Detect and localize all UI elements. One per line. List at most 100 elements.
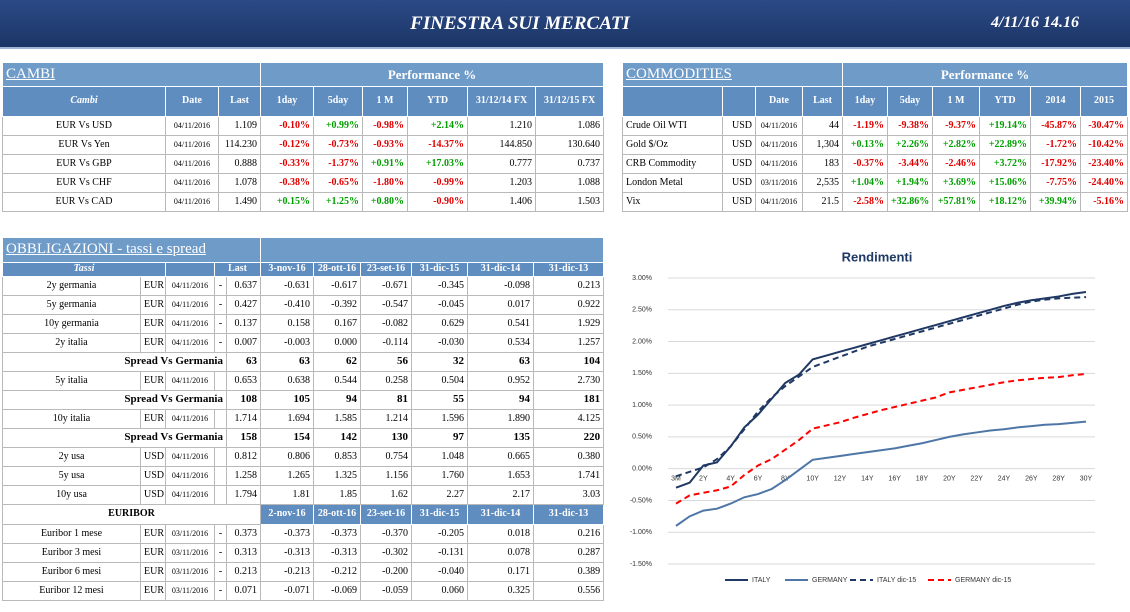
cell: London Metal (622, 173, 723, 193)
x-tick-label: 2Y (699, 476, 708, 483)
cell: 0.007 (226, 333, 261, 353)
cell: -0.631 (260, 276, 314, 296)
cell: EUR (140, 562, 166, 582)
table-row: Spread Vs Germania 63 63 62 56 32 63 104 (2, 352, 605, 372)
cell: 04/11/2016 (165, 295, 215, 315)
column-header: 1 M (932, 86, 981, 117)
cell: 04/11/2016 (165, 154, 219, 174)
blank-header (165, 262, 215, 277)
cell: 108 (226, 390, 261, 410)
cell: 5y italia (2, 371, 141, 391)
table-row: 5y germania EUR 04/11/2016-0.427 -0.410 -0.3… (2, 295, 605, 315)
cell: 1.210 (467, 116, 537, 136)
cell: 2y italia (2, 333, 141, 353)
cell: 0.653 (226, 371, 261, 391)
cell: 2.17 (467, 485, 534, 505)
cell: 1.596 (411, 409, 468, 429)
cell: +22.89% (979, 135, 1032, 155)
cell: 1.62 (360, 485, 412, 505)
cell: 1.794 (226, 485, 261, 505)
cell: -0.392 (313, 295, 361, 315)
cell: 04/11/2016 (165, 314, 215, 334)
table-row: 2y usa USD 04/11/2016 0.812 0.806 0.853 0.754 1… (2, 447, 605, 467)
cell: 94 (313, 390, 361, 410)
cell: 0.544 (313, 371, 361, 391)
cell: -0.030 (411, 333, 468, 353)
cell: 04/11/2016 (165, 333, 215, 353)
cell: 0.637 (226, 276, 261, 296)
cell: 04/11/2016 (165, 371, 215, 391)
cell: EUR (140, 581, 166, 601)
column-header: YTD (407, 86, 469, 117)
cell: -0.99% (407, 173, 469, 193)
cell: Euribor 1 mese (2, 524, 141, 544)
cell: EUR Vs CHF (2, 173, 166, 193)
cell: 0.754 (360, 447, 412, 467)
table-row: Gold $/Oz USD 04/11/2016 1,304 +0.13% +2.26% +… (622, 135, 1129, 155)
cambi-table: CAMBI Performance % Cambi Date Last 1day 5day 1… (1, 62, 605, 212)
x-tick-label: 20Y (943, 476, 956, 483)
table-row: EUR Vs USD 04/11/2016 1.109 -0.10% +0.99% -0.… (2, 116, 605, 136)
x-tick-label: 14Y (861, 476, 874, 483)
cell: 04/11/2016 (755, 116, 803, 136)
chart-title: Rendimenti (842, 249, 913, 264)
cell: -0.069 (313, 581, 361, 601)
cell: 0.556 (532, 581, 605, 601)
cell: -45.87% (1030, 116, 1082, 136)
y-tick-label: -1.50% (630, 561, 652, 568)
cell: -7.75% (1030, 173, 1082, 193)
cell: 10y usa (2, 485, 141, 505)
spread-label: Spread Vs Germania (2, 352, 227, 372)
cell: 220 (532, 428, 605, 448)
cell: -0.131 (411, 543, 468, 563)
column-header: 31-dic-14 (467, 504, 534, 525)
cell: 1.490 (217, 192, 262, 212)
cell: -0.213 (260, 562, 314, 582)
cell: +0.15% (260, 192, 315, 212)
cell: 62 (313, 352, 361, 372)
table-row: 10y usa USD 04/11/2016 1.794 1.81 1.85 1.62 2.2… (2, 485, 605, 505)
cell: 0.853 (313, 447, 361, 467)
table-row: Euribor 1 mese EUR 03/11/2016-0.373 -0.373-… (2, 524, 605, 544)
cell: CRB Commodity (622, 154, 723, 174)
cell: -3.44% (887, 154, 934, 174)
spread-label: Spread Vs Germania (2, 428, 227, 448)
cell: USD (722, 135, 756, 155)
cell: EUR (140, 543, 166, 563)
y-tick-label: 2.50% (632, 307, 652, 314)
column-header: 2-nov-16 (260, 504, 314, 525)
y-tick-label: -1.00% (630, 529, 652, 536)
column-header: 2015 (1080, 86, 1129, 117)
cell: 1.585 (313, 409, 361, 429)
cell: 154 (260, 428, 314, 448)
cell: 03/11/2016 (755, 173, 803, 193)
cell: 0.922 (532, 295, 605, 315)
cell (214, 466, 227, 486)
legend-label: GERMANY (812, 577, 848, 584)
column-header: 31/12/14 FX (467, 86, 537, 117)
table-row: Date Last 1day 5day 1 M YTD 2014 2015 (622, 86, 1129, 117)
cell: 0.071 (226, 581, 261, 601)
cell: 1.214 (360, 409, 412, 429)
y-tick-label: 0.00% (632, 466, 652, 473)
cell: -0.345 (411, 276, 468, 296)
cell: -0.071 (260, 581, 314, 601)
cell: 04/11/2016 (165, 409, 215, 429)
table-row: EUR Vs GBP 04/11/2016 0.888 -0.33% -1.37% +0.… (2, 154, 605, 174)
cell: -0.082 (360, 314, 412, 334)
cell: -0.059 (360, 581, 412, 601)
cell: 81 (360, 390, 412, 410)
table-row: 10y italia EUR 04/11/2016 1.714 1.694 1.585 1.… (2, 409, 605, 429)
cell: EUR Vs Yen (2, 135, 166, 155)
commodities-table: COMMODITIES Performance % Date Last 1day 5day… (621, 62, 1129, 212)
cell: +3.72% (979, 154, 1032, 174)
x-tick-label: 18Y (916, 476, 929, 483)
cell: -0.200 (360, 562, 412, 582)
cell: EUR (140, 409, 166, 429)
table-row: Vix USD 04/11/2016 21.5 -2.58% +32.86% +57.81%… (622, 192, 1129, 212)
table-row: 2y italia EUR 04/11/2016-0.007 -0.003 0.000-… (2, 333, 605, 353)
legend-label: ITALY dic-15 (877, 577, 916, 584)
cell: 5y germania (2, 295, 141, 315)
cell: 1.81 (260, 485, 314, 505)
cell: - (214, 333, 227, 353)
